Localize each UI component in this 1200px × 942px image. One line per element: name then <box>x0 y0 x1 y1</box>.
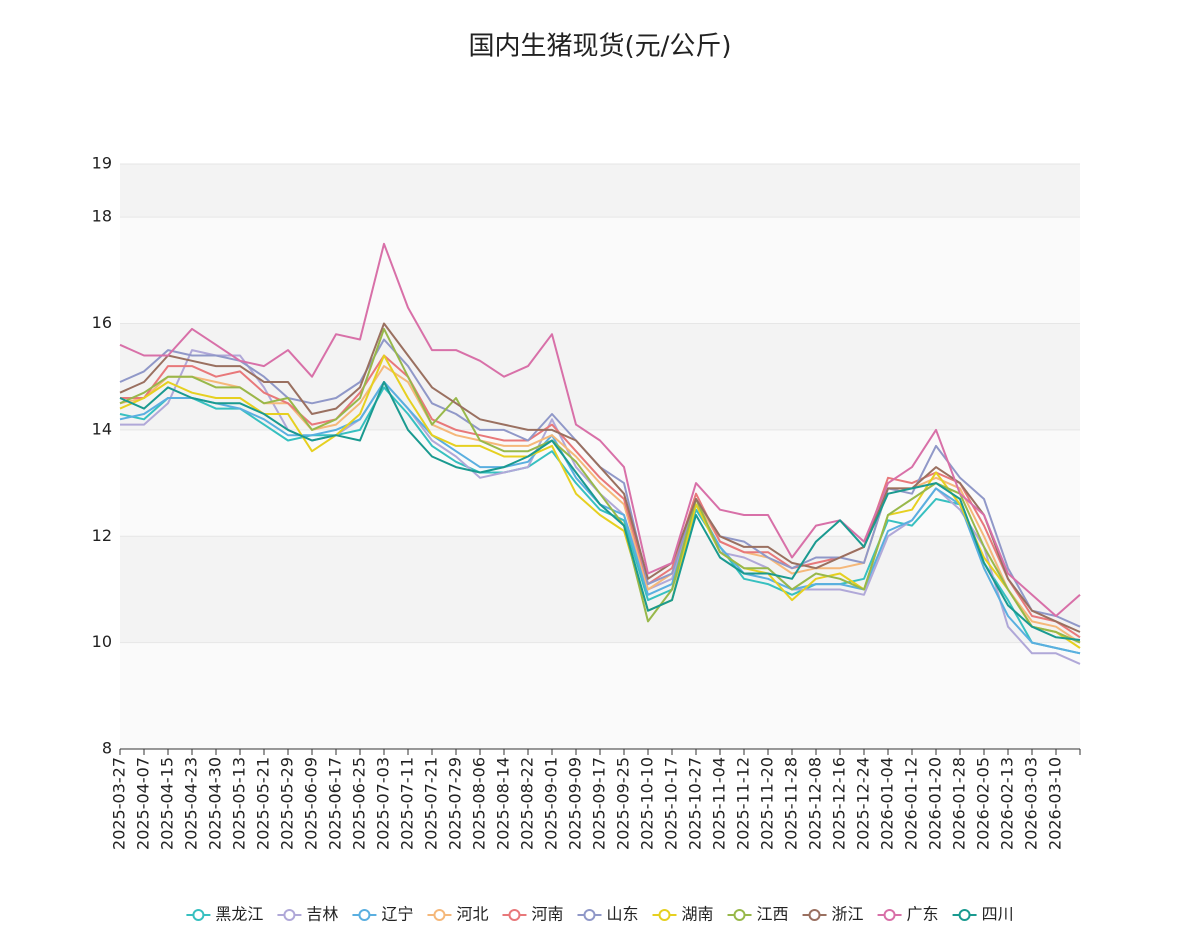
legend-marker <box>358 909 371 921</box>
x-tick-label: 2025-04-15 <box>158 757 177 850</box>
legend-item: 浙江 <box>802 905 864 924</box>
legend-item: 吉林 <box>277 905 338 924</box>
series-line <box>119 386 1081 655</box>
y-tick-label: 19 <box>92 154 112 173</box>
grid-band <box>120 323 1080 430</box>
x-tick-label: 2025-07-11 <box>398 757 417 850</box>
x-tick-label: 2025-09-01 <box>542 757 561 850</box>
x-tick-label: 2025-04-30 <box>206 757 225 850</box>
legend-item: 辽宁 <box>352 905 413 924</box>
legend-label: 湖南 <box>682 905 714 924</box>
x-tick-label: 2025-07-29 <box>446 757 465 850</box>
legend: 黑龙江 吉林 辽宁 河北 河南 山东 湖南 江西 浙江 广东 四川 <box>186 905 1014 924</box>
x-tick-label: 2025-08-14 <box>494 757 513 850</box>
x-tick-label: 2025-05-29 <box>278 757 297 850</box>
series-line <box>119 327 1081 644</box>
series-line <box>119 354 1081 649</box>
x-tick-label: 2025-12-16 <box>830 757 849 850</box>
x-tick-label: 2026-01-20 <box>926 757 945 850</box>
x-tick-label: 2026-03-03 <box>1022 757 1041 850</box>
legend-label: 江西 <box>757 905 789 924</box>
x-tick-label: 2025-12-08 <box>806 757 825 850</box>
y-tick-label: 14 <box>92 419 112 438</box>
x-tick-label: 2025-09-09 <box>566 757 585 850</box>
grid-band <box>120 164 1080 218</box>
y-tick-label: 12 <box>92 526 112 545</box>
x-tick-label: 2025-04-23 <box>182 757 201 850</box>
y-tick-label: 8 <box>102 739 112 758</box>
x-tick-label: 2025-11-20 <box>758 757 777 850</box>
legend-marker <box>583 909 596 921</box>
x-tick-label: 2025-05-21 <box>254 757 273 850</box>
series-line <box>119 242 1081 617</box>
legend-item: 山东 <box>577 905 639 924</box>
x-tick-label: 2025-10-17 <box>662 757 681 850</box>
legend-label: 广东 <box>907 905 939 924</box>
x-tick-label: 2025-10-10 <box>638 757 657 850</box>
x-tick-label: 2026-02-05 <box>974 757 993 850</box>
grid-band <box>120 642 1080 749</box>
legend-marker <box>883 909 896 921</box>
x-tick-label: 2025-09-25 <box>614 757 633 850</box>
legend-marker <box>283 909 296 921</box>
x-tick-label: 2025-04-07 <box>134 757 153 850</box>
legend-item: 河南 <box>502 905 563 924</box>
x-tick-label: 2025-12-24 <box>854 757 873 850</box>
x-tick-label: 2025-03-27 <box>110 757 129 850</box>
x-tick-label: 2026-01-28 <box>950 757 969 850</box>
x-tick-label: 2025-08-06 <box>470 757 489 850</box>
legend-item: 黑龙江 <box>186 905 263 924</box>
series-line <box>119 381 1081 641</box>
x-tick-label: 2025-05-13 <box>230 757 249 850</box>
x-tick-label: 2026-03-10 <box>1046 757 1065 850</box>
grid-band <box>120 536 1080 643</box>
legend-label: 四川 <box>982 905 1014 924</box>
x-tick-label: 2025-06-09 <box>302 757 321 850</box>
x-tick-label: 2025-07-21 <box>422 757 441 850</box>
series-line <box>119 322 1081 633</box>
x-tick-label: 2026-01-12 <box>902 757 921 850</box>
legend-item: 江西 <box>727 905 789 924</box>
x-tick-label: 2026-02-13 <box>998 757 1017 850</box>
legend-marker <box>733 909 746 921</box>
legend-item: 四川 <box>952 905 1014 924</box>
x-tick-label: 2025-11-04 <box>710 757 729 850</box>
y-tick-label: 18 <box>92 207 112 226</box>
legend-label: 山东 <box>606 905 638 924</box>
grid-band <box>120 217 1080 324</box>
legend-marker <box>508 909 521 921</box>
series-line <box>119 365 1081 644</box>
legend-label: 辽宁 <box>381 905 413 924</box>
legend-item: 广东 <box>877 905 939 924</box>
x-tick-label: 2026-01-04 <box>878 757 897 850</box>
x-tick-label: 2025-10-27 <box>686 757 705 850</box>
legend-label: 黑龙江 <box>215 905 263 924</box>
legend-label: 浙江 <box>832 905 864 924</box>
x-tick-label: 2025-11-28 <box>782 757 801 850</box>
x-tick-label: 2025-09-17 <box>590 757 609 850</box>
x-tick-label: 2025-06-25 <box>350 757 369 850</box>
y-tick-label: 16 <box>92 313 112 332</box>
legend-item: 湖南 <box>652 905 714 924</box>
chart-title: 国内生猪现货(元/公斤) <box>468 32 731 62</box>
legend-marker <box>192 909 205 921</box>
x-tick-label: 2025-11-12 <box>734 757 753 850</box>
y-tick-label: 10 <box>92 632 112 651</box>
legend-marker <box>658 909 671 921</box>
legend-marker <box>958 909 971 921</box>
legend-item: 河北 <box>427 905 488 924</box>
legend-label: 河南 <box>531 905 563 924</box>
legend-marker <box>433 909 446 921</box>
x-tick-label: 2025-07-03 <box>374 757 393 850</box>
legend-label: 吉林 <box>306 905 338 924</box>
legend-marker <box>808 909 821 921</box>
x-tick-label: 2025-08-22 <box>518 757 537 850</box>
x-tick-label: 2025-06-17 <box>326 757 345 850</box>
legend-label: 河北 <box>456 905 488 924</box>
